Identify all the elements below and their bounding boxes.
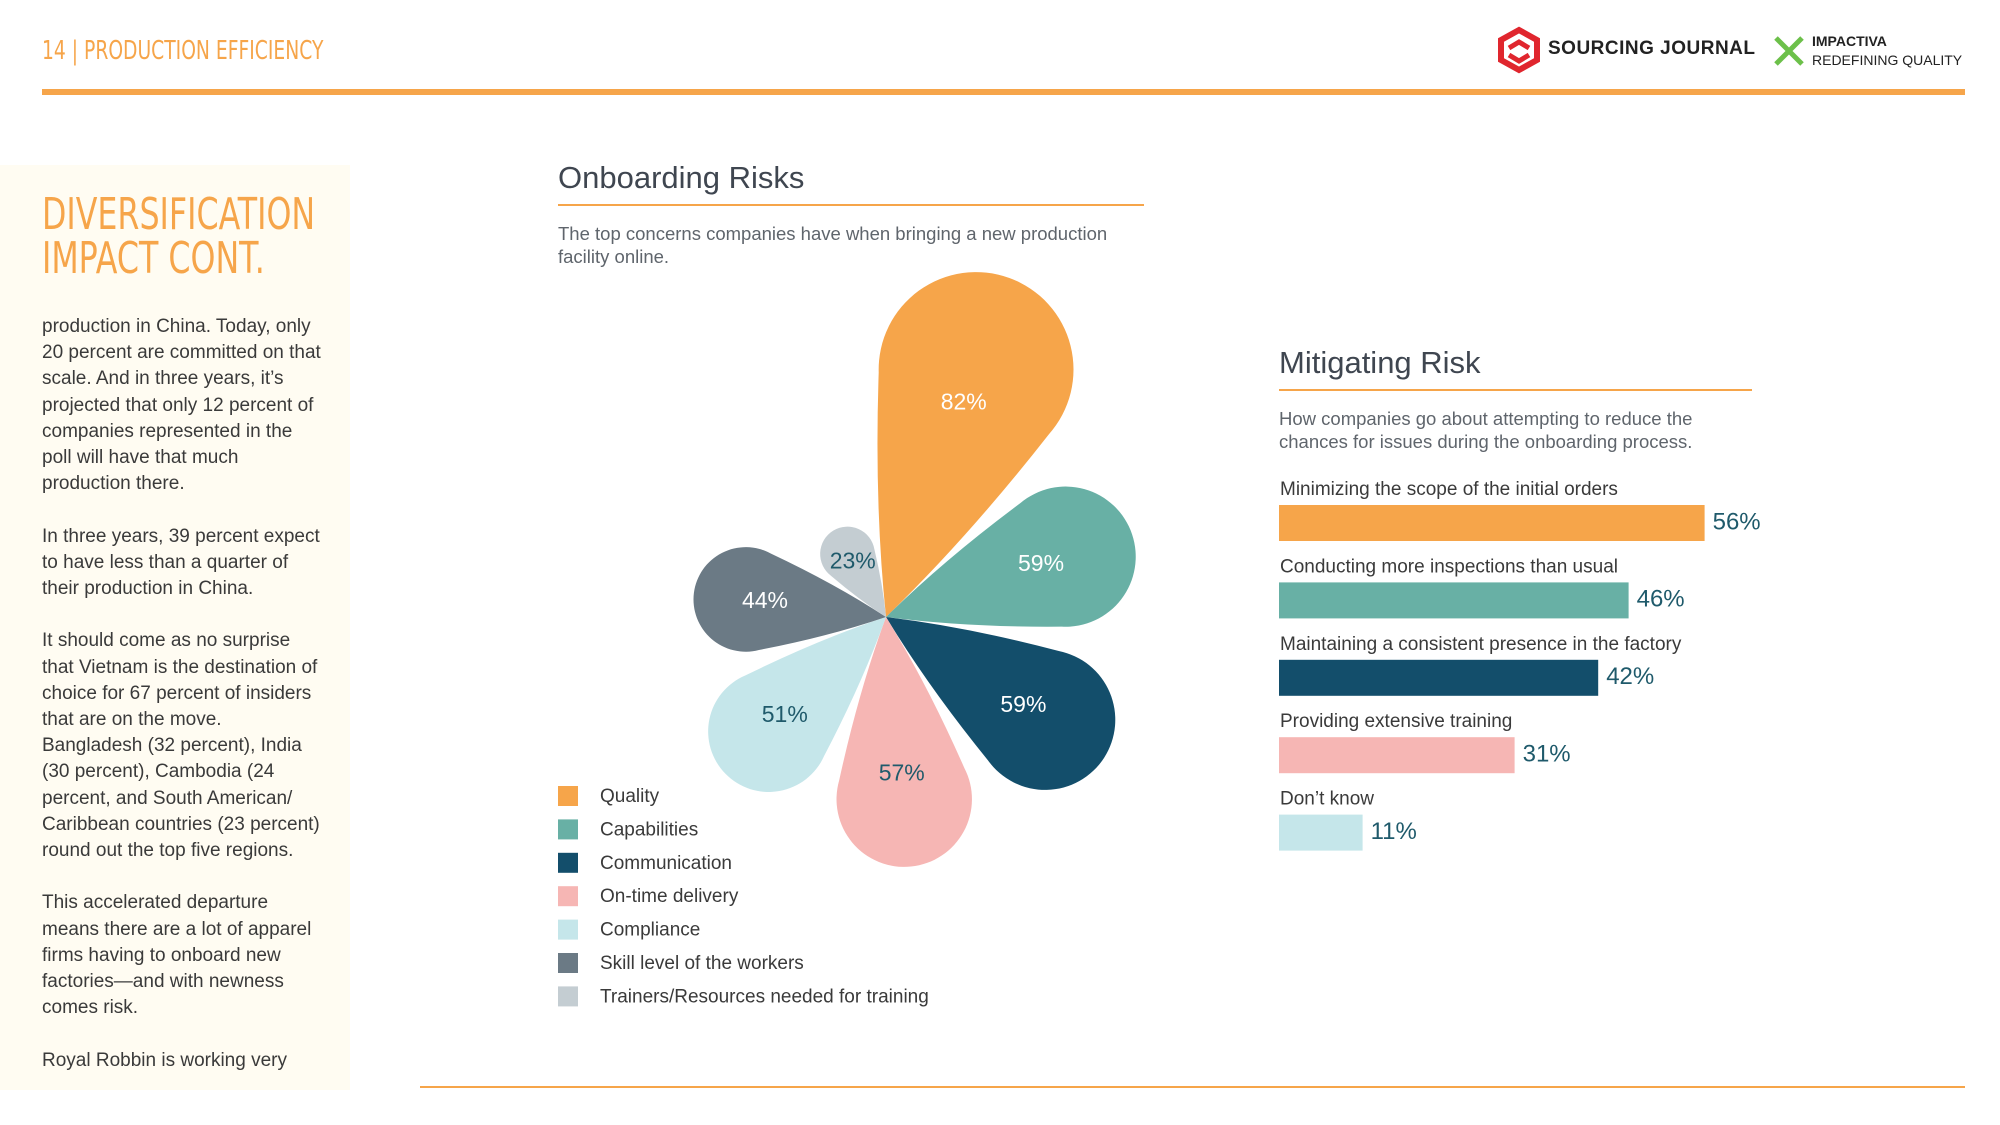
logo-mark [1507, 39, 1531, 64]
sourcing-journal-logo [1498, 26, 1540, 74]
value-label: 82% [941, 388, 987, 414]
legend-swatch [558, 819, 578, 840]
petal [693, 547, 886, 652]
chart-title-rule [558, 204, 1144, 206]
chart-title: Onboarding Risks [558, 160, 805, 195]
petal [836, 617, 972, 867]
legend-swatch [558, 953, 578, 973]
petal-group [886, 617, 1116, 790]
value-label: 31% [1523, 741, 1571, 768]
value-label: 44% [742, 587, 788, 613]
value-label: 23% [830, 548, 876, 574]
value-label: 46% [1637, 586, 1685, 613]
brand-tagline: REDEFINING QUALITY [1812, 52, 1963, 68]
section-title: 14 | PRODUCTION EFFICIENCY [42, 36, 324, 66]
legend-label: Quality [600, 786, 660, 807]
petal [877, 272, 1074, 617]
legend-label: Communication [600, 853, 732, 874]
value-label: 59% [1000, 691, 1046, 717]
value-label: 42% [1606, 663, 1654, 690]
legend-swatch [558, 786, 578, 806]
legend-label: Compliance [600, 920, 700, 941]
petal-group [836, 617, 972, 867]
petal [886, 486, 1136, 627]
bar [1279, 659, 1599, 696]
paragraph: In three years, 39 percent expect to hav… [42, 525, 320, 600]
legend-label: Skill level of the workers [600, 953, 804, 974]
value-label: 59% [1018, 550, 1064, 576]
sidebar-text: production in China. Today, only 20 perc… [42, 314, 327, 1100]
value-label: 51% [762, 701, 808, 727]
bar-category: Maintaining a consistent presence in the… [1280, 634, 1682, 655]
chart-title-rule [1279, 389, 1752, 391]
petal-group [820, 526, 886, 617]
bar-category: Don’t know [1280, 789, 1374, 810]
legend-swatch [558, 852, 578, 873]
logo-hexagon [1498, 26, 1540, 74]
chart-subtitle: How companies go about attempting to red… [1279, 408, 1693, 452]
chart-title: Mitigating Risk [1279, 345, 1481, 380]
legend-swatch [558, 986, 578, 1007]
footer-rule [420, 1086, 1965, 1088]
paragraph: It should come as no surprise that Vietn… [42, 630, 320, 862]
value-label: 57% [879, 759, 925, 785]
heading-line: DIVERSIFICATION [42, 189, 316, 240]
bar [1279, 505, 1705, 541]
petal-group [708, 617, 886, 792]
petal [820, 526, 886, 617]
bar-category: Minimizing the scope of the initial orde… [1280, 479, 1618, 500]
brand-name: IMPACTIVA [1812, 33, 1887, 49]
sidebar [0, 165, 350, 1090]
impactiva-logo [1774, 36, 1804, 66]
chart-subtitle: The top concerns companies have when bri… [558, 223, 1108, 267]
petal-group [886, 486, 1136, 627]
header-rule [42, 89, 1965, 95]
value-label: 11% [1371, 818, 1417, 845]
bar [1279, 582, 1629, 619]
brand-name: SOURCING JOURNAL [1548, 38, 1756, 59]
bar [1279, 814, 1363, 851]
bar [1279, 737, 1515, 774]
legend-label: Trainers/Resources needed for training [600, 986, 929, 1007]
legend-label: On-time delivery [600, 886, 739, 907]
paragraph: production in China. Today, only 20 perc… [42, 316, 321, 495]
heading-line: IMPACT CONT. [42, 233, 265, 284]
legend-label: Capabilities [600, 819, 698, 840]
petal-group [693, 547, 886, 652]
petal-group [877, 272, 1074, 617]
logo-mark [1774, 36, 1804, 66]
petal [708, 617, 886, 792]
value-label: 56% [1713, 508, 1761, 535]
paragraph: This accelerated departure means there a… [42, 892, 312, 1019]
bar-category: Providing extensive training [1280, 711, 1512, 732]
legend-swatch [558, 919, 578, 940]
bar-category: Conducting more inspections than usual [1280, 556, 1618, 577]
sidebar-heading: DIVERSIFICATION IMPACT CONT. [42, 193, 315, 281]
legend-swatch [558, 886, 578, 907]
petal [886, 617, 1116, 790]
paragraph: Royal Robbin is working very [42, 1049, 287, 1071]
